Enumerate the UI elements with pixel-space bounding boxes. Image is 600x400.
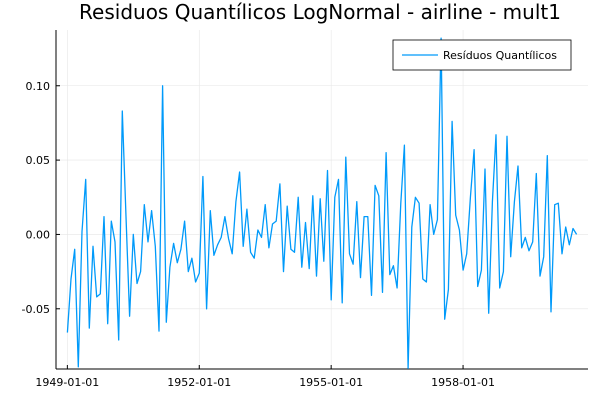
- x-tick-label: 1955-01-01: [299, 376, 363, 389]
- x-tick-label: 1949-01-01: [35, 376, 99, 389]
- series-line: [66, 37, 578, 369]
- legend-label: Resíduos Quantílicos: [443, 49, 557, 62]
- y-tick-label: 0.00: [26, 228, 51, 241]
- y-tick-label: 0.10: [26, 80, 51, 93]
- x-tick-label: 1958-01-01: [431, 376, 495, 389]
- legend-box: [392, 39, 572, 71]
- legend: Resíduos Quantílicos: [392, 39, 572, 71]
- y-tick-label: 0.05: [26, 154, 51, 167]
- x-tick-label: 1952-01-01: [167, 376, 231, 389]
- chart-title: Residuos Quantílicos LogNormal - airline…: [79, 0, 561, 24]
- plot-area: 1949-01-01 1952-01-01 1955-01-01 1958-01-01…: [22, 30, 588, 389]
- y-tick-label: -0.05: [22, 303, 50, 316]
